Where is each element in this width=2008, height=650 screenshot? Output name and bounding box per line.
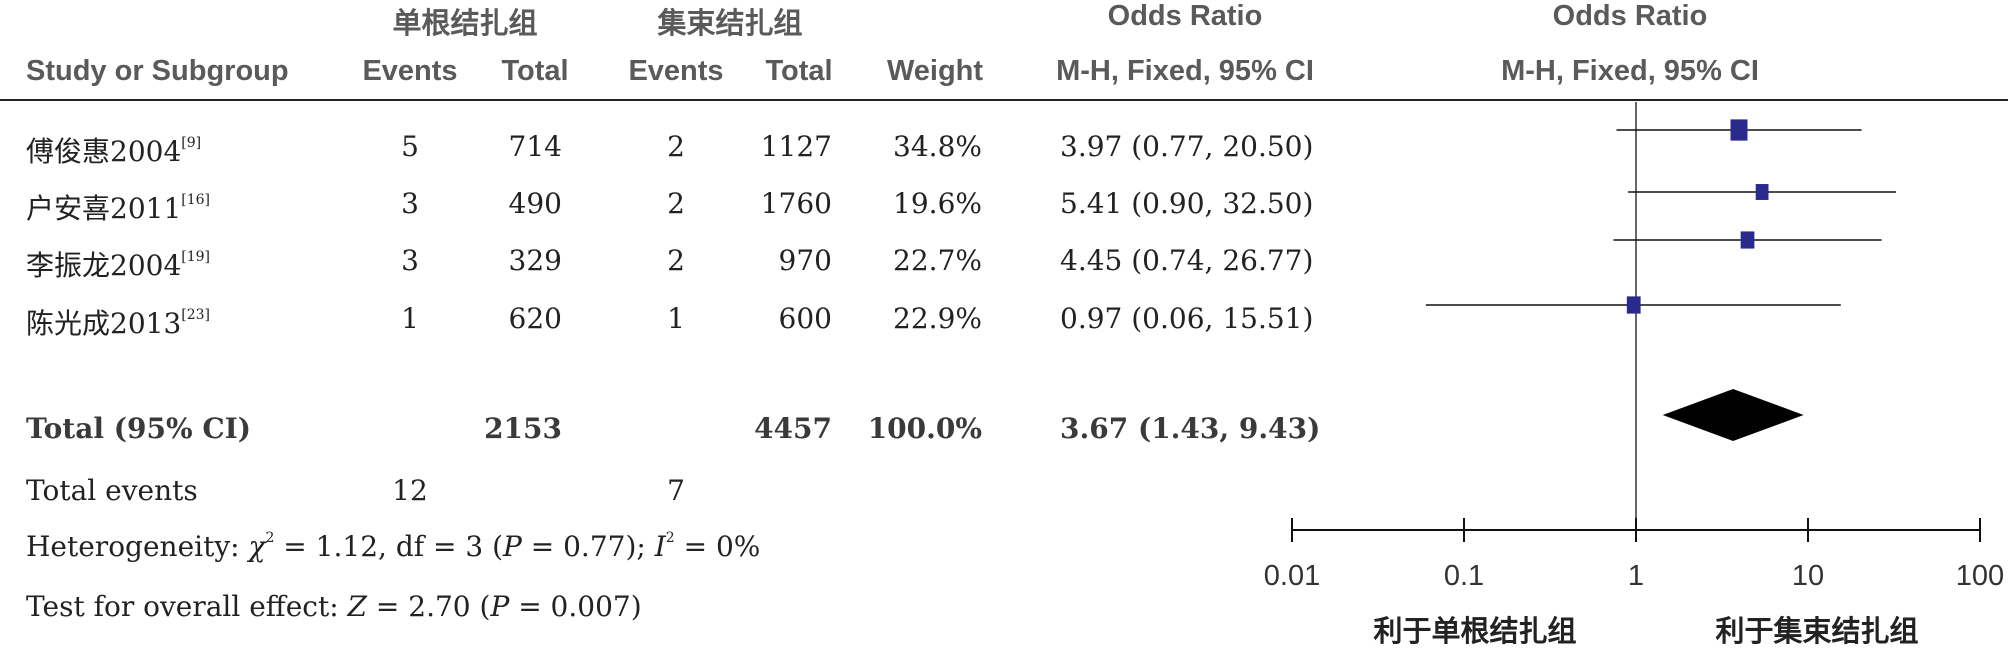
x-tick-label: 1 [1627,560,1645,592]
x-tick-label: 0.1 [1443,560,1485,592]
total1-value: 620 [508,302,562,335]
overall-effect-text: Test for overall effect: Z = 2.70 (P = 0… [26,590,642,623]
total2-value: 1127 [760,130,832,163]
events1-value: 3 [401,187,419,220]
study-square-marker [1740,231,1755,249]
odds-ratio-table-title: Odds Ratio [1107,0,1263,32]
total1-value: 329 [508,244,562,277]
reference-number: [16] [181,192,211,208]
total2-header: Total [765,55,833,87]
study-name: 傅俊惠2004[9] [26,130,201,170]
study-name: 李振龙2004[19] [26,244,210,284]
weight-value: 22.9% [893,302,982,335]
heterogeneity-text: Heterogeneity: χ2 = 1.12, df = 3 (P = 0.… [26,530,761,563]
x-tick-label: 10 [1791,560,1825,592]
events2-value: 2 [667,130,685,163]
total1-value: 714 [508,130,562,163]
study-name-text: 傅俊惠2004 [26,135,182,168]
group1-header: 单根结扎组 [392,8,538,40]
study-column-header: Study or Subgroup [26,55,289,87]
study-name-text: 陈光成2013 [26,307,182,340]
reference-number: [23] [181,307,211,323]
ci-value: 3.97 (0.77, 20.50) [1060,130,1314,163]
events1-value: 1 [401,302,419,335]
ci-value: 5.41 (0.90, 32.50) [1060,187,1314,220]
study-name: 户安喜2011[16] [26,187,210,227]
ci-value: 0.97 (0.06, 15.51) [1060,302,1314,335]
total2-value: 600 [778,302,832,335]
pooled-diamond [1662,389,1804,441]
study-name-text: 李振龙2004 [26,249,182,282]
weight-value: 34.8% [893,130,982,163]
header-divider [0,99,2008,101]
odds-ratio-plot-title: Odds Ratio [1552,0,1708,32]
study-square-marker [1755,184,1769,200]
reference-number: [9] [181,135,202,151]
total1-value: 490 [508,187,562,220]
weight-header: Weight [886,55,984,87]
total-weight: 100.0% [867,412,982,445]
weight-value: 22.7% [893,244,982,277]
study-square-marker [1730,119,1748,141]
total2-value: 970 [778,244,832,277]
x-tick-label: 0.01 [1263,560,1321,592]
total-ci: 3.67 (1.43, 9.43) [1060,412,1321,445]
favours-left-label: 利于单根结扎组 [1373,614,1577,648]
ci-value: 4.45 (0.74, 26.77) [1060,244,1314,277]
weight-value: 19.6% [893,187,982,220]
study-name: 陈光成2013[23] [26,302,210,342]
events2-value: 2 [667,244,685,277]
total1-value: 2153 [484,412,562,445]
events1-value: 5 [401,130,419,163]
total-label: Total (95% CI) [26,412,251,445]
events2-header: Events [628,55,724,87]
group2-header: 集束结扎组 [657,8,803,40]
method-plot-header: M-H, Fixed, 95% CI [1501,55,1759,87]
total-events-label: Total events [26,474,198,507]
x-tick-label: 100 [1955,560,2005,592]
reference-number: [19] [181,249,211,265]
total2-value: 1760 [760,187,832,220]
study-name-text: 户安喜2011 [26,192,182,225]
events1-header: Events [362,55,458,87]
total1-header: Total [501,55,569,87]
total2-value: 4457 [754,412,832,445]
events2-value: 1 [667,302,685,335]
events1-value: 3 [401,244,419,277]
study-square-marker [1626,296,1641,314]
events2-value: 2 [667,187,685,220]
total-events1: 12 [392,474,428,507]
total-events2: 7 [667,474,685,507]
method-table-header: M-H, Fixed, 95% CI [1056,55,1314,87]
favours-right-label: 利于集束结扎组 [1715,614,1919,648]
